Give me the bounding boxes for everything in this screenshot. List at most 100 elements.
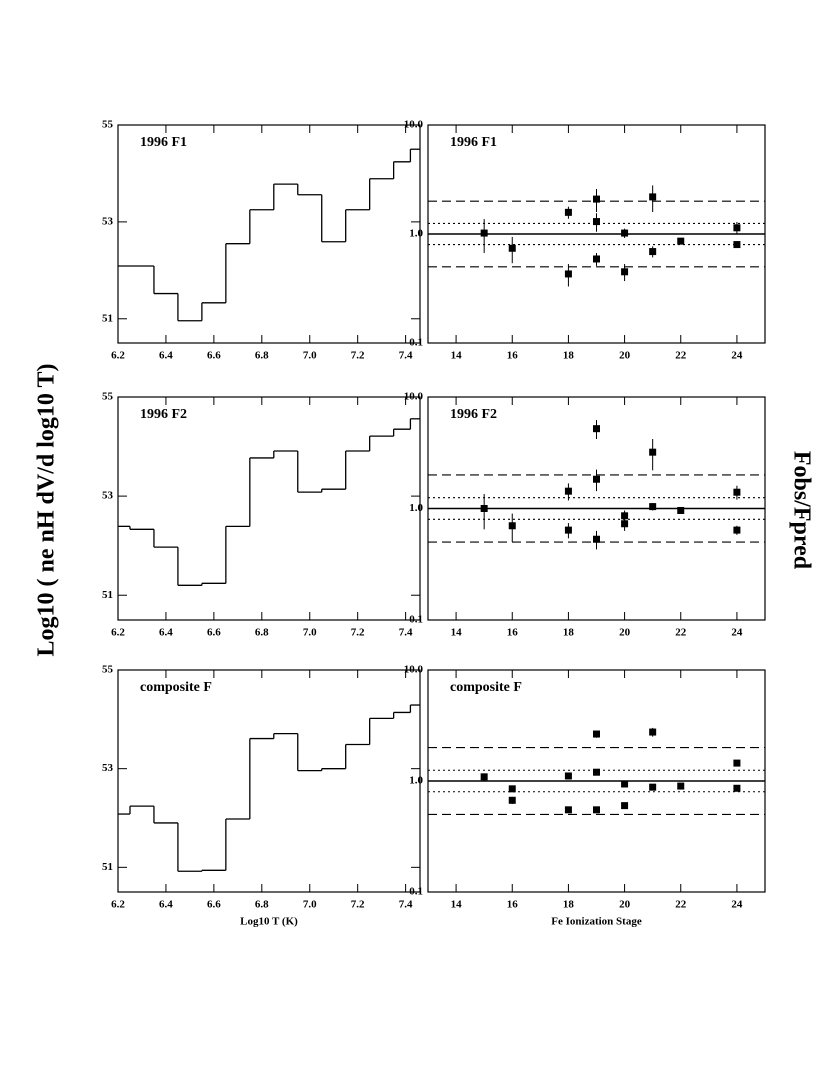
data-point	[621, 520, 629, 528]
data-point	[621, 512, 629, 520]
plot-frame	[117, 396, 421, 621]
x-tick-label: 6.2	[111, 899, 125, 911]
x-tick-label: 7.2	[351, 627, 365, 639]
data-point	[593, 218, 600, 226]
x-tick-label: 6.2	[111, 627, 125, 639]
data-point	[593, 806, 600, 814]
data-point	[564, 526, 572, 534]
x-tick-label: 16	[507, 899, 519, 911]
data-point	[621, 268, 629, 276]
x-tick-label: 14	[451, 627, 463, 639]
data-point	[593, 425, 600, 433]
x-tick-label: 6.4	[159, 350, 173, 362]
data-point	[564, 208, 572, 216]
panel-title: 1996 F1	[450, 135, 497, 150]
data-point	[677, 782, 685, 790]
y-tick-label: 0.1	[409, 614, 423, 626]
y-tick-label: 53	[102, 215, 114, 227]
panel-title: 1996 F2	[450, 407, 497, 422]
data-point	[677, 237, 685, 245]
x-tick-label: 20	[619, 899, 631, 911]
y-tick-label: 0.1	[409, 337, 423, 349]
y-tick-label: 51	[102, 589, 113, 601]
data-point	[480, 773, 488, 781]
data-point	[508, 796, 516, 804]
data-point	[733, 224, 741, 232]
x-tick-label: 22	[675, 899, 687, 911]
x-tick-label: 6.8	[255, 350, 269, 362]
data-point	[649, 248, 657, 256]
data-point	[508, 522, 516, 530]
data-point	[649, 503, 657, 511]
y-tick-label: 55	[102, 391, 114, 403]
data-point	[564, 487, 572, 495]
data-point	[564, 806, 572, 814]
x-tick-label: 20	[619, 627, 631, 639]
y-tick-label: 1.0	[409, 228, 423, 240]
x-tick-label: 14	[451, 899, 463, 911]
x-tick-label: 6.6	[207, 899, 221, 911]
y-tick-label: 55	[102, 664, 114, 676]
data-point	[677, 506, 685, 514]
y-tick-label: 10.0	[404, 391, 424, 403]
y-tick-label: 10.0	[404, 664, 424, 676]
x-tick-label: 6.6	[207, 350, 221, 362]
panel-title: 1996 F1	[140, 135, 187, 150]
y-tick-label: 51	[102, 861, 113, 873]
x-tick-label: 24	[731, 899, 743, 911]
x-tick-label: 7.4	[399, 350, 413, 362]
y-axis-label-right: Fobs/Fpred	[788, 451, 814, 570]
x-tick-label: 22	[675, 350, 687, 362]
data-point	[733, 241, 741, 249]
x-tick-label: 6.8	[255, 899, 269, 911]
y-tick-label: 51	[102, 312, 113, 324]
data-point	[564, 772, 572, 780]
y-tick-label: 55	[102, 119, 114, 131]
x-tick-label: 6.6	[207, 627, 221, 639]
x-tick-label: 16	[507, 350, 519, 362]
x-tick-label: 7.0	[303, 627, 317, 639]
data-point	[593, 475, 600, 483]
x-tick-label: 6.2	[111, 350, 125, 362]
data-point	[508, 244, 516, 252]
data-point	[564, 270, 572, 278]
y-tick-label: 53	[102, 490, 114, 502]
data-point	[593, 730, 600, 738]
data-point	[733, 526, 741, 534]
x-tick-label: 22	[675, 627, 687, 639]
x-tick-label: 7.0	[303, 899, 317, 911]
data-point	[480, 505, 488, 512]
data-point	[733, 488, 741, 496]
panel-title: composite F	[450, 680, 522, 695]
panel-title: 1996 F2	[140, 407, 187, 422]
data-point	[649, 448, 657, 456]
data-point	[621, 802, 629, 810]
data-point	[480, 229, 488, 237]
x-tick-label: 20	[619, 350, 631, 362]
x-tick-label: 6.4	[159, 899, 173, 911]
x-tick-label: 7.4	[399, 627, 413, 639]
y-tick-label: 0.1	[409, 886, 423, 898]
x-tick-label: 7.0	[303, 350, 317, 362]
data-point	[593, 255, 600, 263]
x-tick-label: 24	[731, 627, 743, 639]
x-tick-label: 18	[563, 627, 575, 639]
x-tick-label: 6.8	[255, 627, 269, 639]
y-tick-label: 1.0	[409, 775, 423, 787]
data-point	[621, 780, 629, 788]
data-point	[649, 783, 657, 791]
data-point	[733, 759, 741, 767]
x-tick-label: 24	[731, 350, 743, 362]
x-axis-label: Fe Ionization Stage	[551, 916, 642, 928]
plot-frame	[117, 669, 421, 893]
data-point	[621, 229, 629, 237]
x-tick-label: 7.2	[351, 899, 365, 911]
data-point	[508, 785, 516, 793]
x-tick-label: 6.4	[159, 627, 173, 639]
data-point	[593, 768, 600, 776]
y-tick-label: 10.0	[404, 119, 424, 131]
data-point	[649, 193, 657, 201]
y-tick-label: 1.0	[409, 502, 423, 514]
